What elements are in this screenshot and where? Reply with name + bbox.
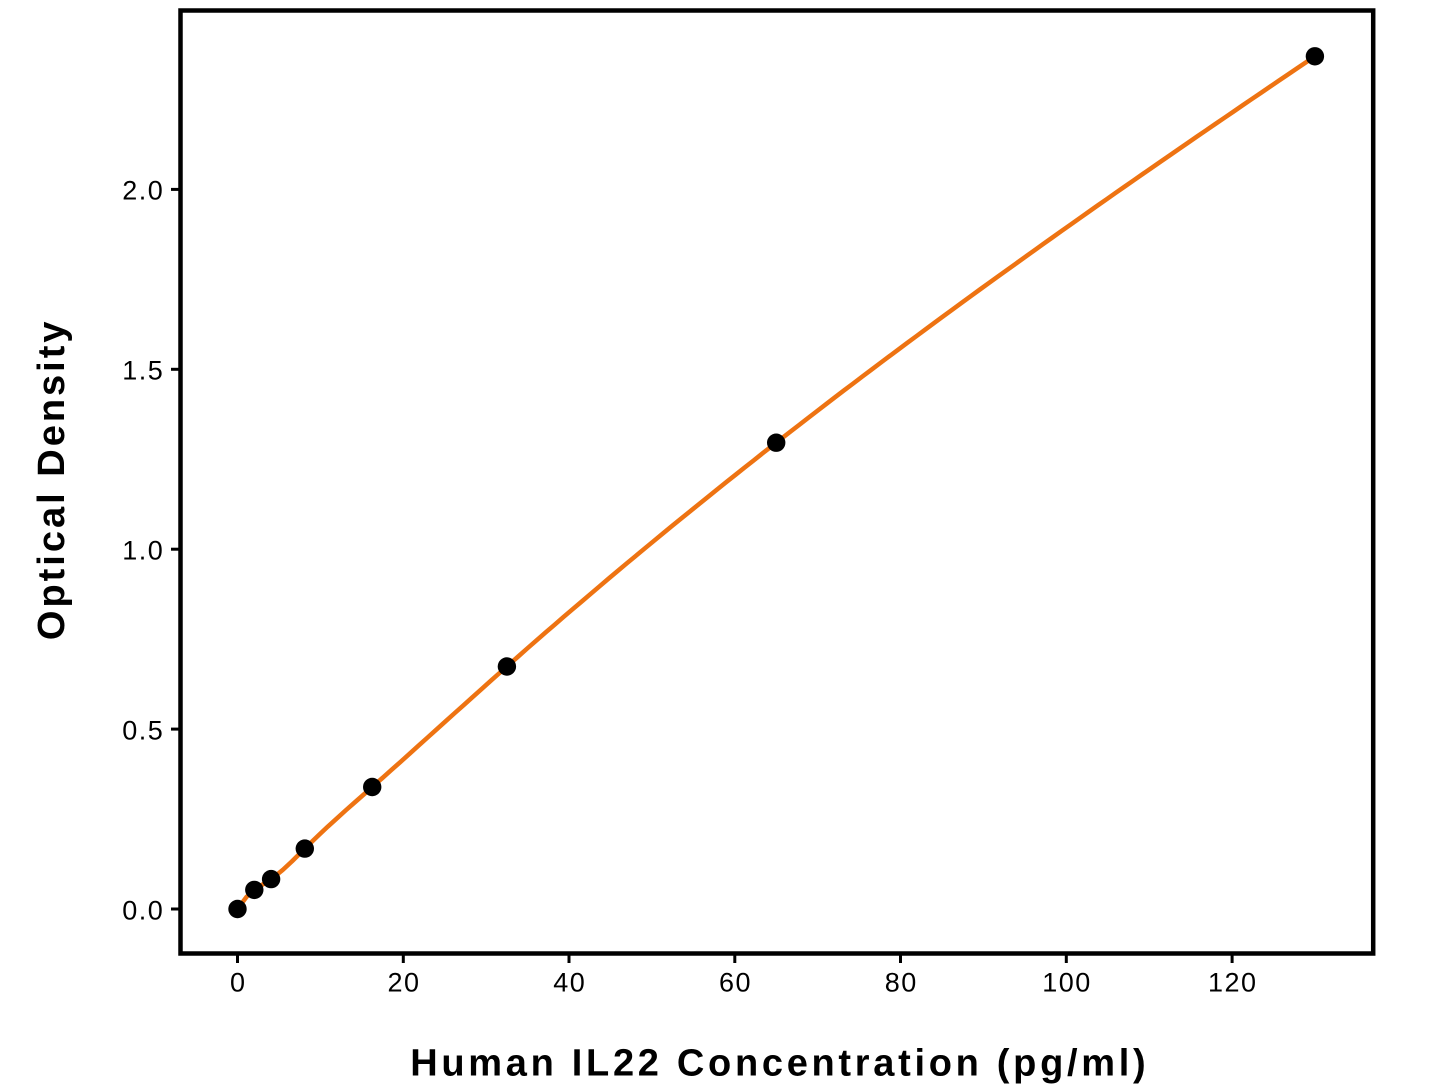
svg-text:20: 20 [387,968,420,998]
svg-text:100: 100 [1042,968,1092,998]
svg-text:Human IL22 Concentration (pg/m: Human IL22 Concentration (pg/ml) [410,1042,1149,1084]
svg-text:Optical Density: Optical Density [31,318,73,640]
svg-text:120: 120 [1208,968,1258,998]
svg-text:0: 0 [230,968,247,998]
svg-text:0.5: 0.5 [122,715,164,745]
svg-text:80: 80 [885,968,918,998]
svg-text:2.0: 2.0 [122,176,164,206]
svg-text:60: 60 [719,968,752,998]
svg-text:1.0: 1.0 [122,536,164,566]
svg-text:40: 40 [553,968,586,998]
svg-text:1.5: 1.5 [122,356,164,386]
svg-text:0.0: 0.0 [122,895,164,925]
